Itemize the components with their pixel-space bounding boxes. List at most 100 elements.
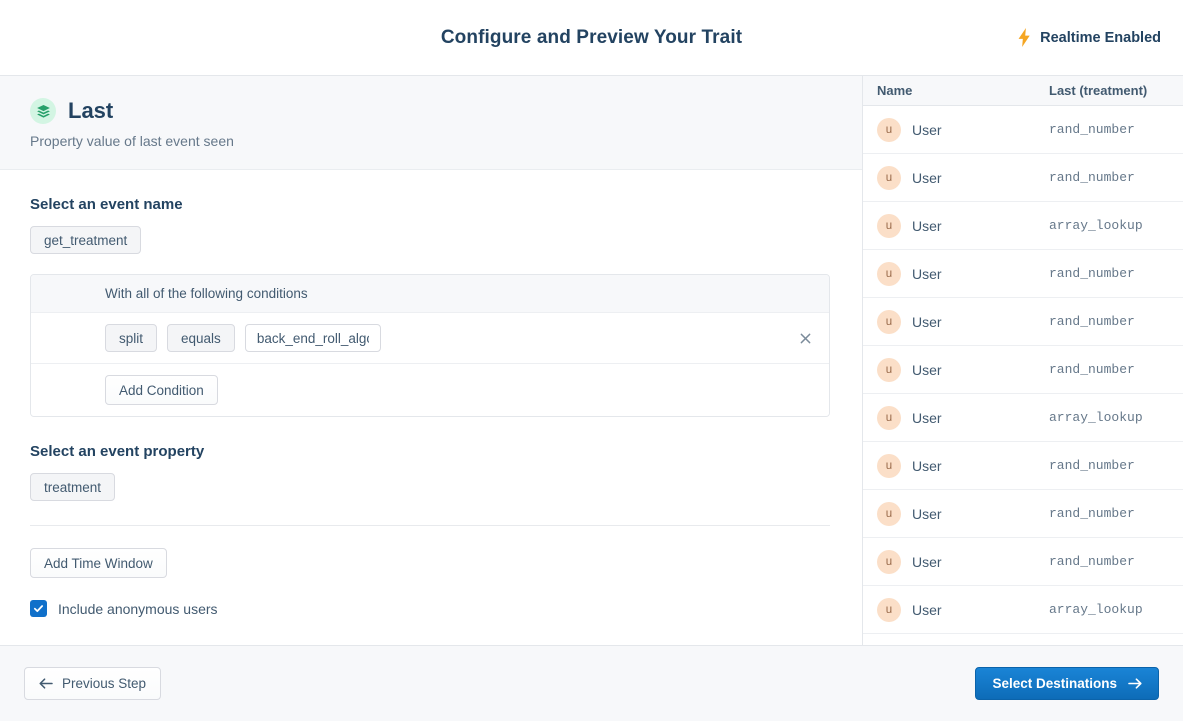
- table-cell-value: rand_number: [1049, 362, 1135, 377]
- table-cell-name: u User: [877, 117, 1049, 142]
- condition-value-input[interactable]: [244, 324, 381, 352]
- user-name-label: User: [912, 121, 942, 138]
- user-name-label: User: [912, 601, 942, 618]
- avatar: u: [877, 213, 901, 238]
- table-row[interactable]: u User array_lookup: [863, 394, 1183, 442]
- avatar: u: [877, 405, 901, 430]
- table-cell-name: u User: [877, 453, 1049, 478]
- table-row[interactable]: u User rand_number: [863, 538, 1183, 586]
- event-property-label: Select an event property: [30, 443, 205, 460]
- include-anonymous-checkbox[interactable]: [30, 600, 47, 617]
- condition-row: split equals: [31, 313, 829, 364]
- event-property-chip[interactable]: treatment: [30, 473, 116, 501]
- table-cell-value: array_lookup: [1049, 218, 1143, 233]
- table-row[interactable]: u User rand_number: [863, 298, 1183, 346]
- table-cell-value: array_lookup: [1049, 602, 1143, 617]
- avatar: u: [877, 357, 901, 382]
- include-anonymous-label[interactable]: Include anonymous users: [58, 600, 218, 617]
- user-name-label: User: [912, 313, 942, 330]
- select-destinations-button[interactable]: Select Destinations: [975, 667, 1159, 700]
- user-name-label: User: [912, 409, 942, 426]
- event-property-block: Select an event property treatment: [30, 443, 832, 501]
- table-cell-value: rand_number: [1049, 170, 1135, 185]
- table-cell-name: u User: [877, 261, 1049, 286]
- table-row[interactable]: u User array_lookup: [863, 202, 1183, 250]
- previous-step-label: Previous Step: [62, 676, 147, 691]
- column-header-name: Name: [877, 83, 913, 98]
- table-row[interactable]: u User array_lookup: [863, 586, 1183, 634]
- user-name-label: User: [912, 457, 942, 474]
- user-name-label: User: [912, 265, 942, 282]
- event-name-label: Select an event name: [30, 196, 183, 213]
- preview-table-header: Name Last (treatment): [863, 76, 1183, 106]
- table-row[interactable]: u User rand_number: [863, 106, 1183, 154]
- table-cell-name: u User: [877, 405, 1049, 430]
- table-cell-value: rand_number: [1049, 458, 1135, 473]
- avatar: u: [877, 453, 901, 478]
- table-row[interactable]: u User rand_number: [863, 490, 1183, 538]
- wizard-footer: Previous Step Select Destinations: [0, 645, 1183, 721]
- trait-header: Last Property value of last event seen: [0, 76, 862, 170]
- condition-operator-chip[interactable]: equals: [167, 324, 235, 352]
- table-row[interactable]: u User rand_number: [863, 250, 1183, 298]
- table-cell-value: array_lookup: [1049, 410, 1143, 425]
- table-row[interactable]: u User rand_number: [863, 346, 1183, 394]
- table-cell-name: u User: [877, 165, 1049, 190]
- conditions-footer: Add Condition: [31, 364, 829, 416]
- page-body: Last Property value of last event seen S…: [0, 76, 1183, 645]
- column-header-value: Last (treatment): [1049, 83, 1148, 98]
- page-title: Configure and Preview Your Trait: [440, 26, 743, 48]
- form-divider: [30, 525, 830, 526]
- table-row[interactable]: u User rand_number: [863, 442, 1183, 490]
- realtime-label: Realtime Enabled: [1040, 29, 1161, 46]
- conditions-header: With all of the following conditions: [31, 275, 829, 313]
- table-cell-value: rand_number: [1049, 554, 1135, 569]
- preview-table-body[interactable]: u User rand_number u User rand_number u User arr…: [863, 106, 1183, 645]
- user-name-label: User: [912, 217, 942, 234]
- avatar: u: [877, 165, 901, 190]
- user-name-label: User: [912, 361, 942, 378]
- table-cell-name: u User: [877, 597, 1049, 622]
- table-cell-value: rand_number: [1049, 314, 1135, 329]
- avatar: u: [877, 549, 901, 574]
- user-name-label: User: [912, 553, 942, 570]
- select-destinations-label: Select Destinations: [992, 676, 1117, 691]
- add-time-window-button[interactable]: Add Time Window: [30, 548, 167, 578]
- avatar: u: [877, 261, 901, 286]
- preview-panel: Name Last (treatment) u User rand_number u U…: [862, 76, 1183, 645]
- remove-condition-icon[interactable]: [797, 330, 813, 346]
- add-condition-button[interactable]: Add Condition: [105, 375, 218, 405]
- avatar: u: [877, 597, 901, 622]
- avatar: u: [877, 309, 901, 334]
- table-row[interactable]: u User rand_number: [863, 154, 1183, 202]
- arrow-left-icon: [39, 678, 53, 689]
- avatar: u: [877, 117, 901, 142]
- trait-name: Last: [68, 97, 114, 123]
- include-anonymous-row: Include anonymous users: [30, 600, 832, 617]
- table-cell-value: rand_number: [1049, 122, 1135, 137]
- avatar: u: [877, 501, 901, 526]
- user-name-label: User: [912, 169, 942, 186]
- layers-stack-icon: [30, 98, 56, 124]
- table-cell-name: u User: [877, 549, 1049, 574]
- conditions-card: With all of the following conditions spl…: [30, 274, 830, 417]
- table-cell-value: rand_number: [1049, 266, 1135, 281]
- table-cell-name: u User: [877, 309, 1049, 334]
- table-cell-name: u User: [877, 213, 1049, 238]
- arrow-right-icon: [1128, 678, 1142, 689]
- previous-step-button[interactable]: Previous Step: [24, 667, 162, 700]
- table-cell-name: u User: [877, 501, 1049, 526]
- event-name-chip[interactable]: get_treatment: [30, 226, 142, 254]
- lightning-bolt-icon: [1017, 28, 1032, 47]
- time-window-block: Add Time Window: [30, 548, 832, 578]
- user-name-label: User: [912, 505, 942, 522]
- trait-editor-panel: Last Property value of last event seen S…: [0, 76, 862, 645]
- top-bar: Configure and Preview Your Trait Realtim…: [0, 0, 1183, 76]
- trait-form: Select an event name get_treatment With …: [0, 170, 862, 645]
- condition-property-chip[interactable]: split: [105, 324, 158, 352]
- table-cell-name: u User: [877, 357, 1049, 382]
- realtime-status: Realtime Enabled: [1017, 28, 1161, 47]
- table-cell-value: rand_number: [1049, 506, 1135, 521]
